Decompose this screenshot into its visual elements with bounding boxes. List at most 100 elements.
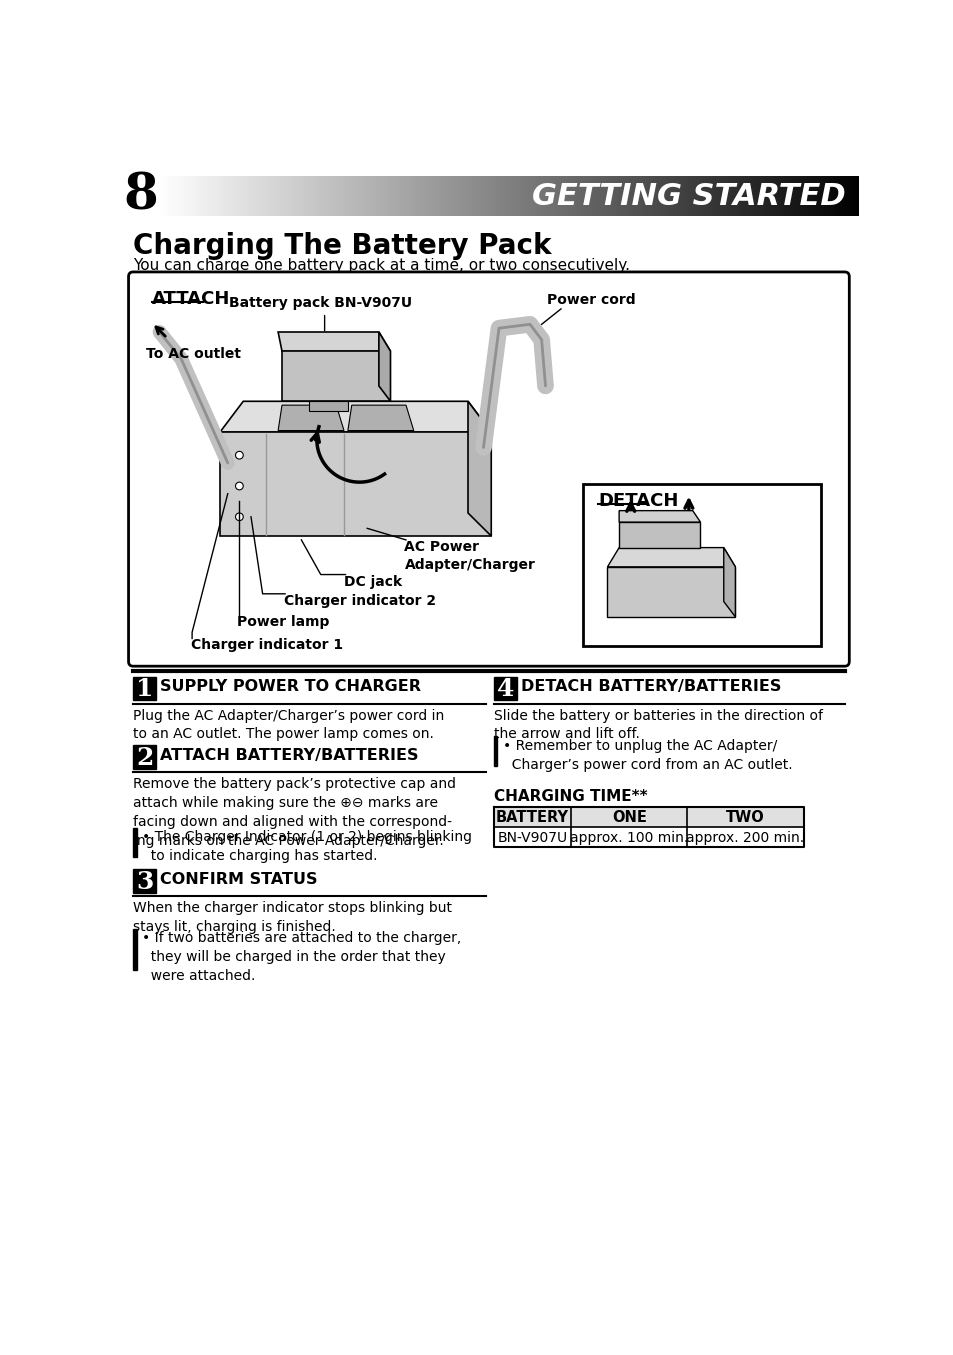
- Bar: [319, 176, 320, 217]
- Polygon shape: [618, 511, 700, 522]
- Bar: [357, 176, 359, 217]
- Bar: [728, 176, 729, 217]
- Bar: [359, 176, 360, 217]
- Bar: [716, 176, 717, 217]
- Bar: [613, 176, 615, 217]
- Bar: [691, 176, 692, 217]
- Text: Charger indicator 1: Charger indicator 1: [191, 638, 342, 653]
- Text: 1: 1: [136, 678, 153, 702]
- Bar: [218, 176, 220, 217]
- Bar: [127, 176, 129, 217]
- Bar: [500, 176, 501, 217]
- Bar: [488, 176, 489, 217]
- Bar: [313, 176, 314, 217]
- Bar: [610, 176, 612, 217]
- Bar: [246, 176, 248, 217]
- Bar: [847, 176, 848, 217]
- Bar: [215, 176, 216, 217]
- Bar: [364, 176, 365, 217]
- Bar: [719, 176, 720, 217]
- Bar: [536, 176, 537, 217]
- Text: Slide the battery or batteries in the direction of
the arrow and lift off.: Slide the battery or batteries in the di…: [493, 709, 821, 741]
- Bar: [372, 176, 373, 217]
- Bar: [588, 176, 590, 217]
- Bar: [538, 176, 540, 217]
- Bar: [682, 176, 684, 217]
- Bar: [746, 176, 748, 217]
- Bar: [509, 176, 511, 217]
- Bar: [813, 176, 815, 217]
- Bar: [251, 176, 253, 217]
- Bar: [533, 176, 534, 217]
- Bar: [434, 176, 435, 217]
- Bar: [771, 176, 773, 217]
- Polygon shape: [309, 401, 348, 411]
- Bar: [662, 176, 664, 217]
- Bar: [283, 176, 285, 217]
- Bar: [537, 176, 538, 217]
- Bar: [161, 176, 162, 217]
- Bar: [424, 176, 426, 217]
- Text: GETTING STARTED: GETTING STARTED: [532, 182, 845, 211]
- Bar: [199, 176, 201, 217]
- Bar: [565, 176, 567, 217]
- Bar: [531, 176, 533, 217]
- Bar: [201, 176, 203, 217]
- Bar: [308, 176, 310, 217]
- Bar: [845, 176, 847, 217]
- Bar: [350, 176, 352, 217]
- Bar: [736, 176, 737, 217]
- Bar: [816, 176, 818, 217]
- Bar: [759, 176, 760, 217]
- Bar: [639, 176, 641, 217]
- Bar: [562, 176, 563, 217]
- Bar: [655, 176, 657, 217]
- Bar: [136, 176, 137, 217]
- Bar: [739, 176, 740, 217]
- Bar: [444, 176, 446, 217]
- Bar: [619, 176, 620, 217]
- Circle shape: [235, 482, 243, 491]
- Bar: [497, 176, 498, 217]
- Bar: [555, 176, 556, 217]
- Polygon shape: [282, 351, 390, 401]
- Bar: [337, 176, 339, 217]
- Bar: [268, 176, 270, 217]
- Bar: [794, 176, 796, 217]
- Bar: [760, 176, 761, 217]
- Bar: [686, 176, 687, 217]
- Bar: [142, 176, 144, 217]
- Bar: [674, 176, 675, 217]
- Bar: [352, 176, 353, 217]
- Bar: [133, 870, 156, 893]
- Bar: [397, 176, 399, 217]
- Bar: [300, 176, 302, 217]
- Bar: [311, 176, 313, 217]
- Bar: [852, 176, 853, 217]
- Bar: [576, 176, 578, 217]
- Bar: [540, 176, 542, 217]
- Bar: [578, 176, 579, 217]
- Bar: [173, 176, 174, 217]
- Bar: [604, 176, 605, 217]
- Bar: [291, 176, 293, 217]
- Bar: [176, 176, 178, 217]
- Bar: [692, 176, 694, 217]
- Bar: [134, 176, 136, 217]
- Bar: [687, 176, 689, 217]
- Bar: [766, 176, 768, 217]
- Bar: [612, 176, 613, 217]
- Bar: [327, 176, 328, 217]
- Bar: [778, 176, 779, 217]
- Bar: [600, 176, 602, 217]
- Bar: [469, 176, 471, 217]
- Bar: [723, 176, 724, 217]
- Bar: [629, 176, 630, 217]
- Bar: [638, 176, 639, 217]
- Bar: [720, 176, 721, 217]
- Bar: [206, 176, 208, 217]
- Bar: [567, 176, 568, 217]
- Bar: [737, 176, 739, 217]
- Bar: [785, 176, 786, 217]
- Bar: [695, 176, 697, 217]
